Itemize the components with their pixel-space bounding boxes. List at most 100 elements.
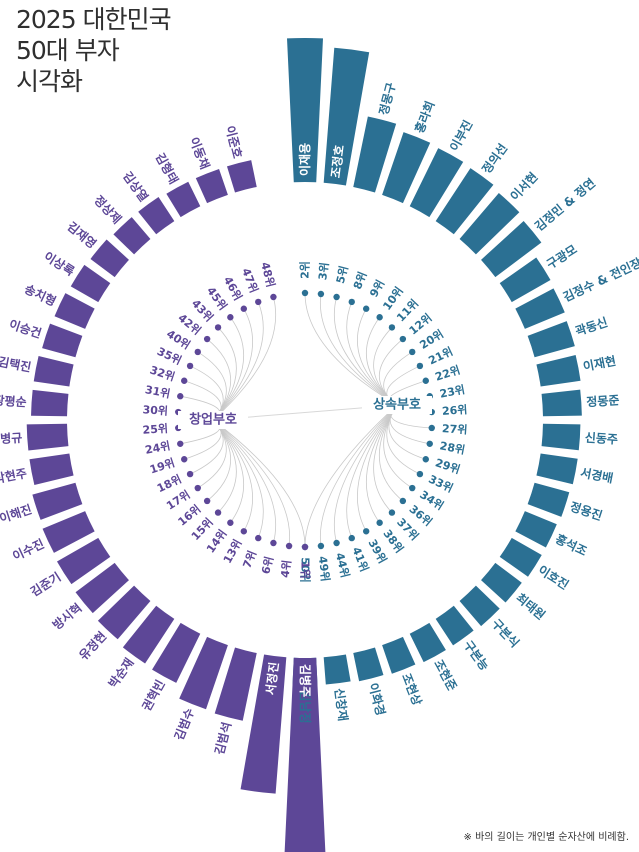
name-label: 홍석조	[553, 531, 589, 559]
bar	[382, 132, 431, 204]
name-label: 최태원	[513, 590, 548, 623]
rank-dot	[422, 456, 429, 463]
bar	[541, 389, 582, 417]
name-label: 신동주	[584, 430, 618, 447]
name-label: 방시혁	[49, 600, 84, 633]
rank-label: 41위	[349, 545, 370, 573]
rank-label: 28위	[439, 439, 466, 457]
name-label: 김준기	[27, 569, 63, 599]
label-layer: 2위이재용3위조정호5위정몽구8위홍라희9위이부진10위정의선11위이서현12위…	[0, 81, 639, 756]
rank-dot	[317, 542, 325, 550]
rank-dot	[177, 440, 184, 447]
rank-dot	[301, 543, 309, 551]
rank-dot	[255, 298, 262, 306]
link-line	[346, 301, 398, 406]
name-label: 이해진	[0, 501, 34, 526]
bar	[179, 636, 228, 710]
rank-dot	[376, 519, 383, 526]
name-label: 김남정	[298, 690, 313, 723]
rank-label: 8위	[351, 270, 370, 291]
bar	[33, 356, 74, 387]
name-label: 조현상	[399, 671, 425, 707]
rank-label: 2위	[299, 261, 312, 279]
rank-dot	[227, 519, 234, 526]
name-label: 박순재	[105, 655, 137, 691]
chart-title: 2025 대한민국 50대 부자 시각화	[16, 4, 172, 97]
rank-dot	[301, 289, 309, 297]
bar	[499, 537, 542, 577]
link-line	[386, 404, 421, 475]
group-label-bg	[362, 396, 432, 414]
rank-dot	[270, 293, 277, 301]
name-label: 이재현	[582, 353, 617, 374]
name-label: 이수진	[10, 536, 46, 564]
rank-label: 50위	[299, 557, 312, 582]
rank-dot	[317, 290, 325, 298]
link-line	[212, 419, 291, 547]
bar	[409, 622, 446, 663]
link-line	[212, 419, 306, 548]
bar	[409, 148, 464, 218]
bar	[499, 257, 551, 303]
rank-label: 31위	[144, 383, 171, 401]
bar	[56, 537, 111, 585]
link-line	[212, 419, 264, 539]
rank-dot	[181, 377, 188, 384]
name-label: 김택진	[0, 354, 32, 375]
link-line	[212, 419, 245, 523]
link-line	[212, 301, 264, 421]
rank-dot	[348, 534, 355, 542]
link-line	[357, 404, 398, 532]
link-line	[319, 293, 398, 406]
group-label-bg	[178, 411, 248, 429]
bar	[195, 168, 228, 204]
rank-label: 1위	[299, 561, 312, 579]
rank-dot	[270, 539, 277, 547]
rank-dot	[388, 509, 396, 516]
name-label: 김정수 & 전인장	[561, 255, 639, 305]
name-label: 이동채	[187, 135, 213, 171]
rank-dot	[428, 424, 435, 432]
rank-dot	[285, 542, 293, 550]
rank-dot	[214, 509, 222, 516]
name-label: 이승건	[7, 316, 43, 341]
rank-label: 3위	[316, 262, 331, 281]
name-label: 이호진	[536, 562, 572, 592]
bar	[42, 323, 83, 358]
link-line	[212, 296, 277, 421]
rank-dot	[181, 456, 188, 463]
rank-dot	[409, 348, 416, 356]
rank-dot	[333, 539, 340, 547]
rank-label: 5위	[334, 264, 351, 284]
name-label: 김형태	[153, 150, 182, 186]
name-label: 장평순	[0, 393, 27, 409]
link-line	[212, 317, 245, 421]
bar	[31, 389, 69, 417]
rank-dot	[240, 305, 248, 312]
name-label: 조정호	[328, 144, 347, 179]
bar	[90, 239, 129, 278]
rank-dot	[426, 440, 433, 447]
link-line	[212, 327, 237, 421]
bar	[536, 453, 578, 485]
name-label: 구본능	[461, 638, 492, 673]
title-line-1: 2025 대한민국	[16, 5, 172, 34]
rank-dot	[186, 362, 194, 370]
link-line	[212, 308, 253, 421]
rank-dot	[348, 298, 355, 306]
name-label: 장병규	[0, 430, 23, 447]
rank-label: 23위	[439, 383, 466, 401]
link-line	[373, 404, 398, 513]
rank-dot	[186, 470, 194, 478]
name-label: 김재영	[64, 219, 99, 252]
bar	[515, 511, 557, 548]
rank-dot	[422, 377, 429, 384]
bar	[70, 264, 111, 303]
rank-label: 26위	[442, 403, 468, 418]
link-layer	[178, 292, 432, 548]
rank-label: 35위	[155, 345, 184, 368]
rank-label: 49위	[316, 555, 332, 582]
name-label: 정상제	[91, 192, 125, 226]
bar	[459, 585, 500, 627]
name-label: 이상록	[41, 248, 77, 278]
